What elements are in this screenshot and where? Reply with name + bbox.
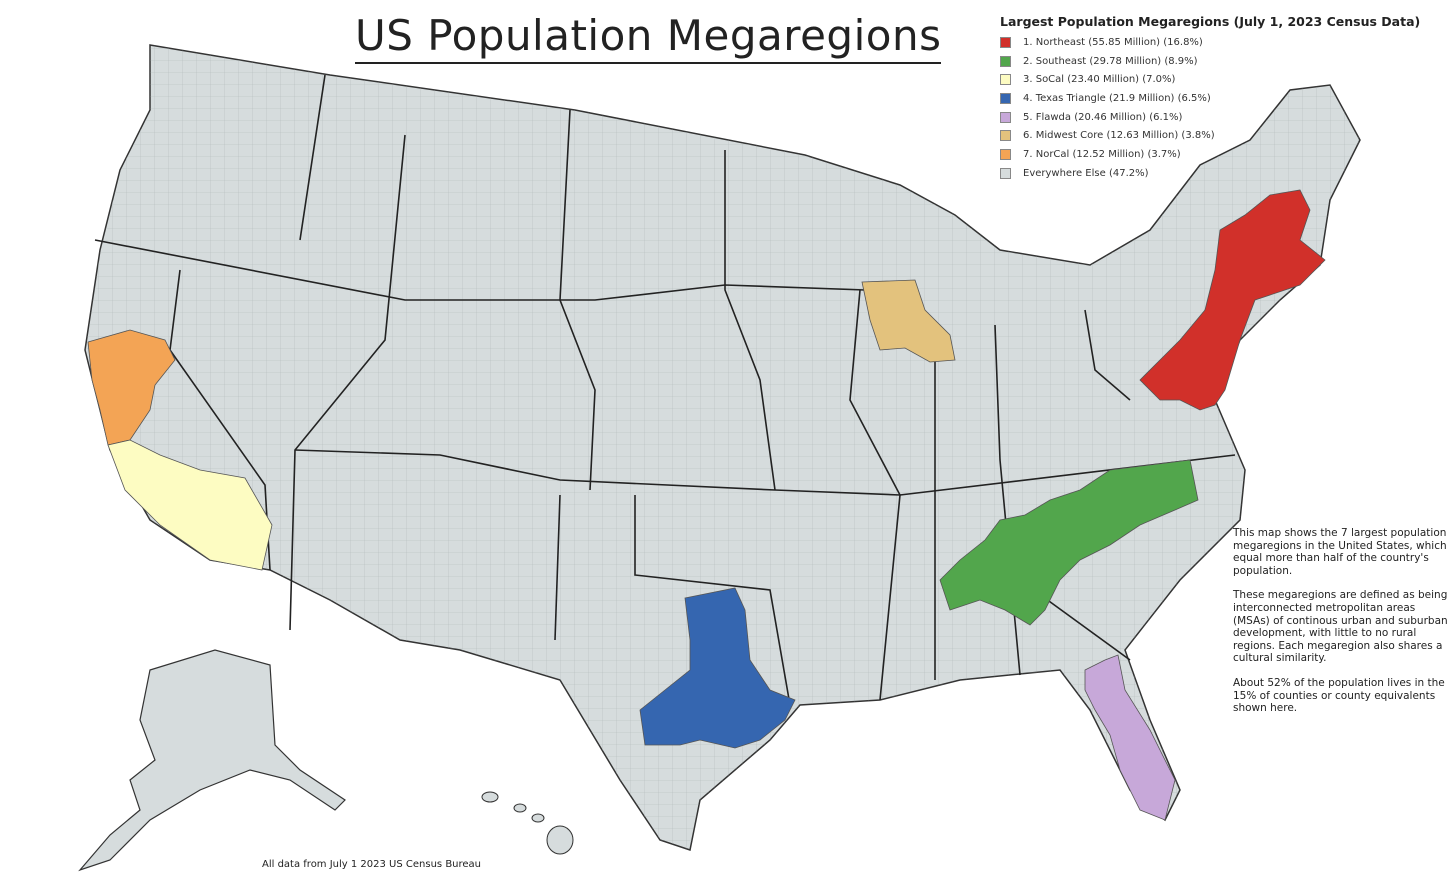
legend-label: 6. Midwest Core (12.63 Million) (3.8%) (1023, 130, 1215, 142)
legend-entry: Everywhere Else (47.2%) (1000, 164, 1440, 183)
footer: All data from July 1 2023 US Census Bure… (262, 859, 482, 870)
legend-entry: 1. Northeast (55.85 Million) (16.8%) (1000, 33, 1440, 52)
legend-swatch (1000, 167, 1011, 179)
legend-swatch (1000, 55, 1011, 67)
legend-entry: 3. SoCal (23.40 Million) (7.0%) (1000, 70, 1440, 89)
norcal-region (87, 329, 176, 446)
description: This map shows the 7 largest population … (1233, 527, 1455, 727)
megaregions (87, 189, 1326, 821)
legend-heading: Largest Population Megaregions (July 1, … (1000, 14, 1421, 29)
texas-region (639, 587, 796, 749)
legend-swatch (1000, 74, 1011, 86)
description-paragraph: About 52% of the population lives in the… (1233, 676, 1445, 715)
legend-entry: 4. Texas Triangle (21.9 Million) (6.5%) (1000, 89, 1440, 108)
legend: Largest Population Megaregions (July 1, … (1000, 14, 1440, 183)
legend-entry: 5. Flawda (20.46 Million) (6.1%) (1000, 108, 1440, 127)
legend-rows: 1. Northeast (55.85 Million) (16.8%) 2. S… (1000, 33, 1440, 183)
map-title: US Population Megaregions (355, 10, 942, 64)
florida-region (1084, 654, 1176, 821)
description-paragraph: These megaregions are defined as being i… (1233, 589, 1448, 665)
legend-entry: 7. NorCal (12.52 Million) (3.7%) (1000, 145, 1440, 164)
hawaii (481, 791, 574, 855)
southeast-region (939, 459, 1199, 626)
legend-label: 3. SoCal (23.40 Million) (7.0%) (1023, 74, 1176, 86)
legend-label: 7. NorCal (12.52 Million) (3.7%) (1023, 148, 1181, 160)
legend-entry: 6. Midwest Core (12.63 Million) (3.8%) (1000, 126, 1440, 145)
northeast-region (1139, 189, 1326, 411)
legend-label: Everywhere Else (47.2%) (1023, 167, 1149, 179)
legend-label: 4. Texas Triangle (21.9 Million) (6.5%) (1023, 92, 1211, 104)
midwest-region (861, 279, 956, 363)
legend-swatch (1000, 148, 1011, 160)
contiguous-us (84, 44, 1361, 851)
legend-swatch (1000, 130, 1011, 142)
legend-swatch (1000, 92, 1011, 104)
legend-entry: 2. Southeast (29.78 Million) (8.9%) (1000, 52, 1440, 71)
legend-label: 2. Southeast (29.78 Million) (8.9%) (1023, 55, 1198, 67)
legend-swatch (1000, 111, 1011, 123)
alaska (78, 649, 346, 872)
legend-swatch (1000, 36, 1011, 48)
socal-region (107, 439, 273, 571)
legend-label: 5. Flawda (20.46 Million) (6.1%) (1023, 111, 1183, 123)
legend-label: 1. Northeast (55.85 Million) (16.8%) (1023, 36, 1203, 48)
description-paragraph: This map shows the 7 largest population … (1233, 527, 1447, 577)
